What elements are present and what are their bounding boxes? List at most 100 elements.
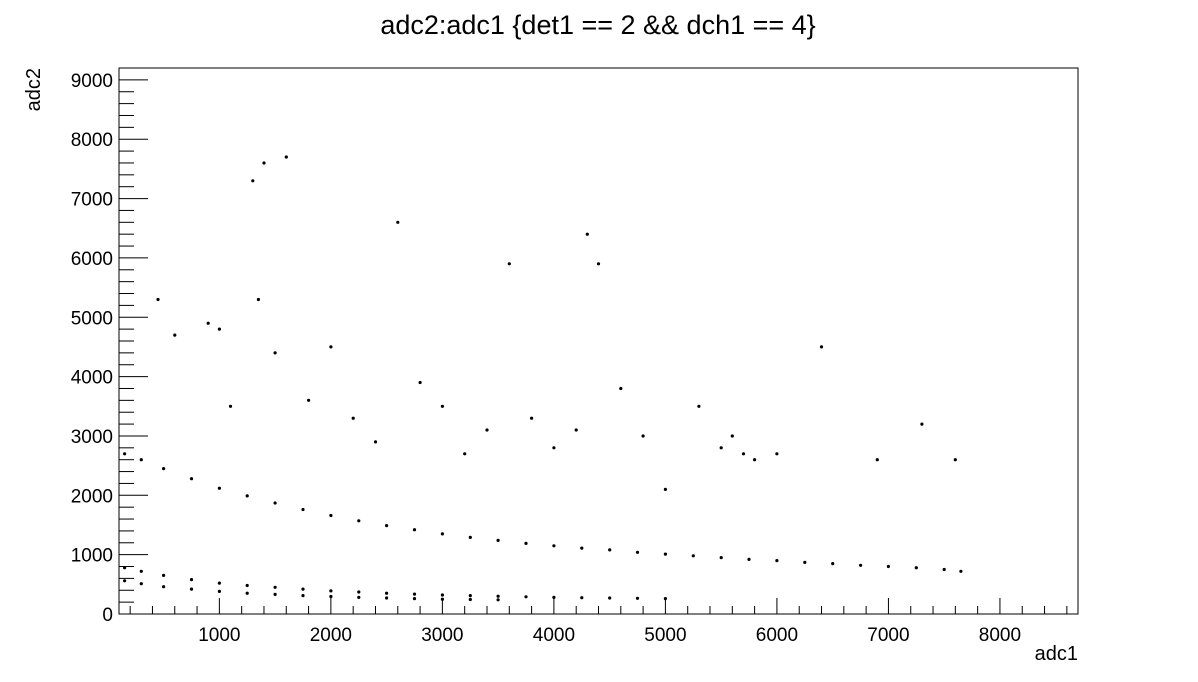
data-point	[753, 458, 757, 462]
data-point	[301, 587, 305, 591]
data-point	[552, 446, 556, 450]
data-point	[301, 594, 305, 598]
data-point	[206, 321, 210, 325]
series-3	[123, 579, 500, 602]
axis-ticks	[119, 67, 1068, 615]
data-point	[385, 591, 389, 595]
data-point	[357, 595, 361, 600]
data-point	[914, 566, 918, 570]
data-point	[373, 440, 378, 444]
x-tick-label: 6000	[756, 625, 798, 646]
data-point	[803, 560, 807, 565]
data-point	[412, 597, 417, 601]
data-point	[123, 579, 127, 583]
data-point	[189, 578, 194, 582]
data-point	[719, 556, 723, 560]
data-point	[245, 591, 249, 595]
data-point	[507, 262, 511, 266]
data-point	[468, 597, 472, 602]
data-point	[217, 486, 221, 490]
data-point	[385, 596, 389, 600]
data-point	[273, 501, 277, 505]
data-point	[859, 563, 863, 567]
data-point	[262, 161, 266, 165]
chart-title: adc2:adc1 {det1 == 2 && dch1 == 4}	[380, 10, 815, 40]
y-tick-label: 7000	[71, 190, 113, 211]
data-point	[468, 594, 472, 598]
data-point	[552, 544, 556, 548]
data-point	[730, 434, 734, 438]
data-point	[635, 550, 640, 554]
y-tick-label: 6000	[71, 249, 113, 270]
data-point	[440, 532, 444, 536]
y-tick-label: 5000	[71, 308, 113, 329]
series-2	[123, 566, 668, 601]
data-point	[574, 428, 578, 432]
data-point	[245, 583, 249, 588]
data-point	[139, 569, 143, 573]
data-point	[524, 595, 528, 599]
data-point	[663, 552, 668, 556]
data-point	[123, 452, 127, 456]
y-tick-label: 8000	[71, 130, 113, 151]
data-point	[608, 596, 612, 600]
data-points-layer	[123, 155, 963, 602]
data-point	[189, 477, 194, 481]
data-point	[418, 380, 422, 385]
data-point	[747, 557, 751, 562]
data-point	[691, 554, 695, 558]
data-point	[831, 562, 835, 566]
data-point	[162, 467, 166, 471]
y-tick-label: 3000	[71, 427, 113, 448]
data-point	[245, 494, 249, 498]
y-tick-label: 9000	[71, 71, 113, 92]
data-point	[173, 333, 177, 337]
data-point	[256, 297, 260, 302]
data-point	[412, 592, 417, 596]
data-point	[217, 581, 221, 585]
data-point	[697, 404, 701, 408]
data-point	[496, 598, 500, 602]
data-point	[663, 487, 668, 491]
data-point	[357, 519, 361, 523]
data-point	[608, 548, 612, 552]
data-point	[156, 297, 160, 302]
data-point	[329, 594, 333, 599]
x-tick-label: 3000	[421, 625, 463, 646]
data-point	[162, 573, 166, 578]
x-axis-title: adc1	[1035, 643, 1078, 665]
data-point	[217, 327, 221, 331]
data-point	[485, 428, 489, 432]
data-point	[819, 345, 824, 349]
data-point	[412, 528, 417, 532]
data-point	[307, 398, 311, 402]
y-tick-label: 2000	[71, 486, 113, 507]
data-point	[468, 535, 472, 540]
data-point	[273, 351, 277, 355]
data-point	[284, 155, 288, 159]
data-point	[329, 513, 333, 518]
series-4	[156, 155, 957, 491]
data-point	[301, 507, 305, 512]
data-point	[596, 262, 601, 266]
data-point	[641, 434, 645, 438]
x-tick-label: 1000	[198, 625, 240, 646]
data-point	[580, 596, 584, 600]
y-tick-label: 4000	[71, 368, 113, 389]
data-point	[273, 585, 277, 589]
data-point	[580, 546, 584, 550]
y-tick-label: 0	[102, 605, 113, 626]
data-point	[357, 590, 361, 594]
x-tick-label: 8000	[979, 625, 1021, 646]
data-point	[741, 452, 746, 456]
x-tick-label: 2000	[310, 625, 352, 646]
data-point	[530, 416, 534, 420]
data-point	[496, 594, 500, 598]
data-point	[585, 232, 589, 236]
data-point	[619, 386, 623, 391]
data-point	[959, 569, 963, 573]
data-point	[189, 587, 194, 591]
data-point	[228, 404, 233, 408]
data-point	[217, 589, 221, 594]
